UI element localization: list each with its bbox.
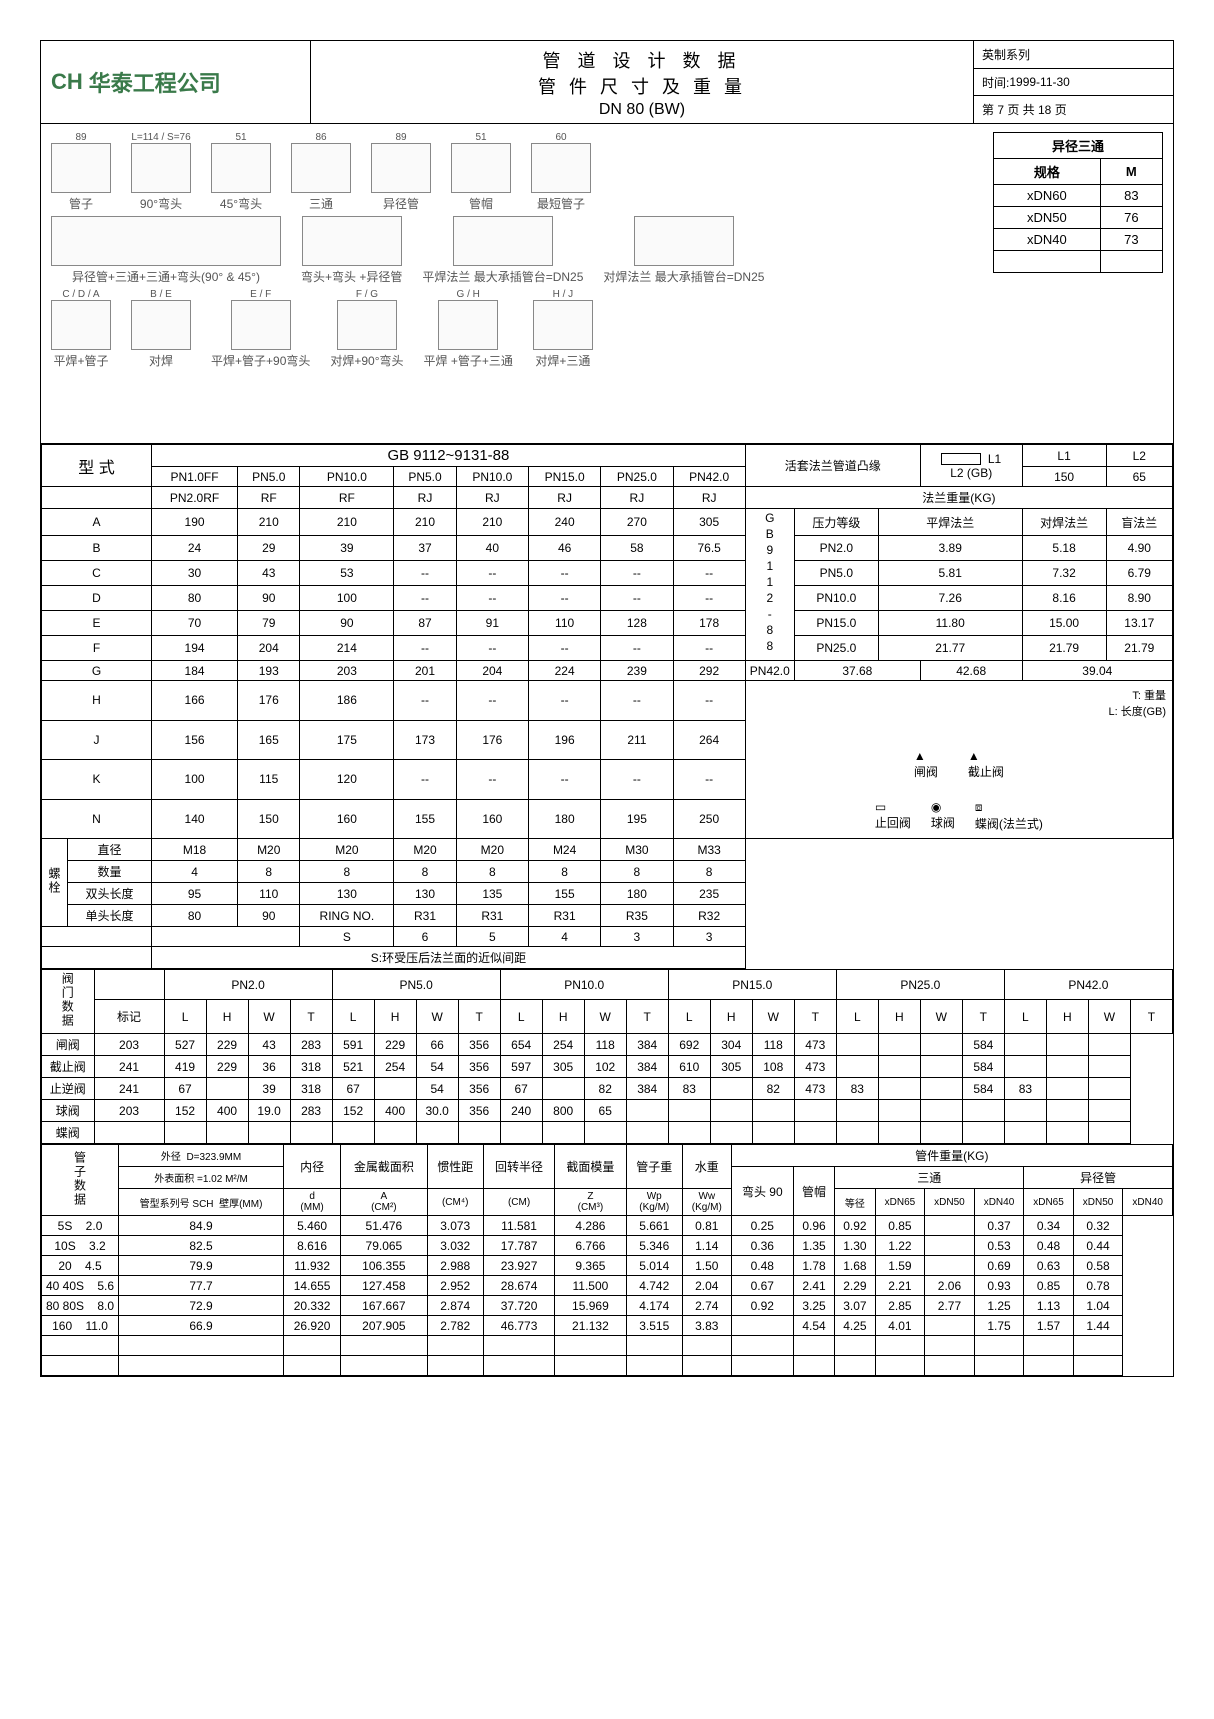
s-note: S:环受压后法兰面的近似间距 (152, 947, 746, 969)
rt-col-spec: 规格 (994, 159, 1101, 185)
date-label: 时间: (982, 74, 1009, 91)
pipe-side-label: 管子数据 (72, 1151, 89, 1207)
reducing-tee-table: 异径三通 规格 M xDN6083xDN5076xDN4073 (993, 132, 1163, 435)
diagrams-band: 89管子L=114 / S=7690°弯头5145°弯头86三通89异径管51管… (41, 124, 1173, 444)
valve-side-label: 阀门数据 (59, 972, 76, 1028)
date-row: 时间: 1999-11-30 (974, 68, 1173, 96)
dg-r2c: 平焊法兰 最大承插管台=DN25 (422, 270, 583, 284)
l1-val: 150 (1022, 467, 1106, 487)
dn-code: DN 80 (BW) (311, 101, 973, 119)
flange-edge: 活套法兰管道凸缘 (745, 445, 920, 487)
dg-r2a: 异径管+三通+三通+弯头(90° & 45°) (72, 270, 260, 284)
s-label: S (300, 927, 394, 947)
dg-r2b: 弯头+弯头 +异径管 (301, 270, 402, 284)
pipe-table: 管子数据 外径 D=323.9MM 内径 金属截面积 惯性距 回转半径 截面模量… (41, 1144, 1173, 1376)
l1l2-diagram: L1L2 (GB) (920, 445, 1022, 487)
series: 英制系列 (974, 41, 1173, 68)
l2-h: L2 (1106, 445, 1172, 467)
rt-col-m: M (1100, 159, 1162, 185)
valve-mark-label: 标记 (94, 1000, 164, 1034)
header: CH 华泰工程公司 管 道 设 计 数 据 管 件 尺 寸 及 重 量 DN 8… (41, 41, 1173, 124)
page-number: 第 7 页 共 18 页 (974, 95, 1173, 123)
l1-h: L1 (1022, 445, 1106, 467)
company-block: CH 华泰工程公司 (41, 41, 311, 123)
title-block: 管 道 设 计 数 据 管 件 尺 寸 及 重 量 DN 80 (BW) (311, 41, 973, 123)
meta-block: 英制系列 时间: 1999-11-30 第 7 页 共 18 页 (973, 41, 1173, 123)
gb-header: GB 9112~9131-88 (152, 445, 746, 467)
title-line2: 管 件 尺 寸 及 重 量 (311, 73, 973, 99)
main-spec-table: 型 式 GB 9112~9131-88 活套法兰管道凸缘 L1L2 (GB) L… (41, 444, 1173, 969)
rt-title: 异径三通 (994, 133, 1163, 159)
page-frame: CH 华泰工程公司 管 道 设 计 数 据 管 件 尺 寸 及 重 量 DN 8… (40, 40, 1174, 1377)
type-label: 型 式 (42, 445, 152, 487)
title-line1: 管 道 设 计 数 据 (542, 51, 741, 71)
company-name: 华泰工程公司 (89, 66, 221, 98)
date-value: 1999-11-30 (1009, 75, 1070, 89)
dg-r2d: 对焊法兰 最大承插管台=DN25 (603, 270, 764, 284)
diagram-sketches: 89管子L=114 / S=7690°弯头5145°弯头86三通89异径管51管… (51, 132, 993, 435)
valve-table: 阀门数据 PN2.0PN5.0PN10.0PN15.0PN25.0PN42.0 … (41, 969, 1173, 1144)
logo-text: CH (51, 69, 83, 95)
l2-val: 65 (1106, 467, 1172, 487)
